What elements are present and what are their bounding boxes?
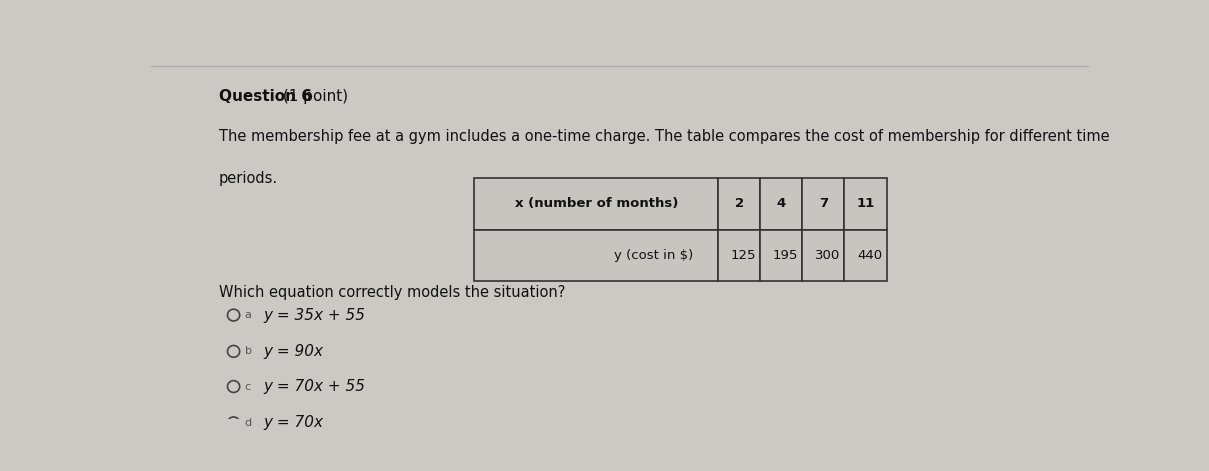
Text: a: a xyxy=(244,310,251,320)
Text: The membership fee at a gym includes a one-time charge. The table compares the c: The membership fee at a gym includes a o… xyxy=(219,129,1109,144)
Text: y = 35x + 55: y = 35x + 55 xyxy=(264,308,365,323)
Text: y = 70x: y = 70x xyxy=(264,415,324,430)
Text: d: d xyxy=(244,418,251,428)
Text: y = 90x: y = 90x xyxy=(264,344,324,359)
Text: b: b xyxy=(244,346,251,357)
Text: periods.: periods. xyxy=(219,171,278,186)
Text: (1 point): (1 point) xyxy=(278,89,348,104)
Text: c: c xyxy=(244,382,251,391)
Text: y = 70x + 55: y = 70x + 55 xyxy=(264,379,365,394)
Text: Which equation correctly models the situation?: Which equation correctly models the situ… xyxy=(219,285,565,300)
Text: Question 6: Question 6 xyxy=(219,89,312,104)
